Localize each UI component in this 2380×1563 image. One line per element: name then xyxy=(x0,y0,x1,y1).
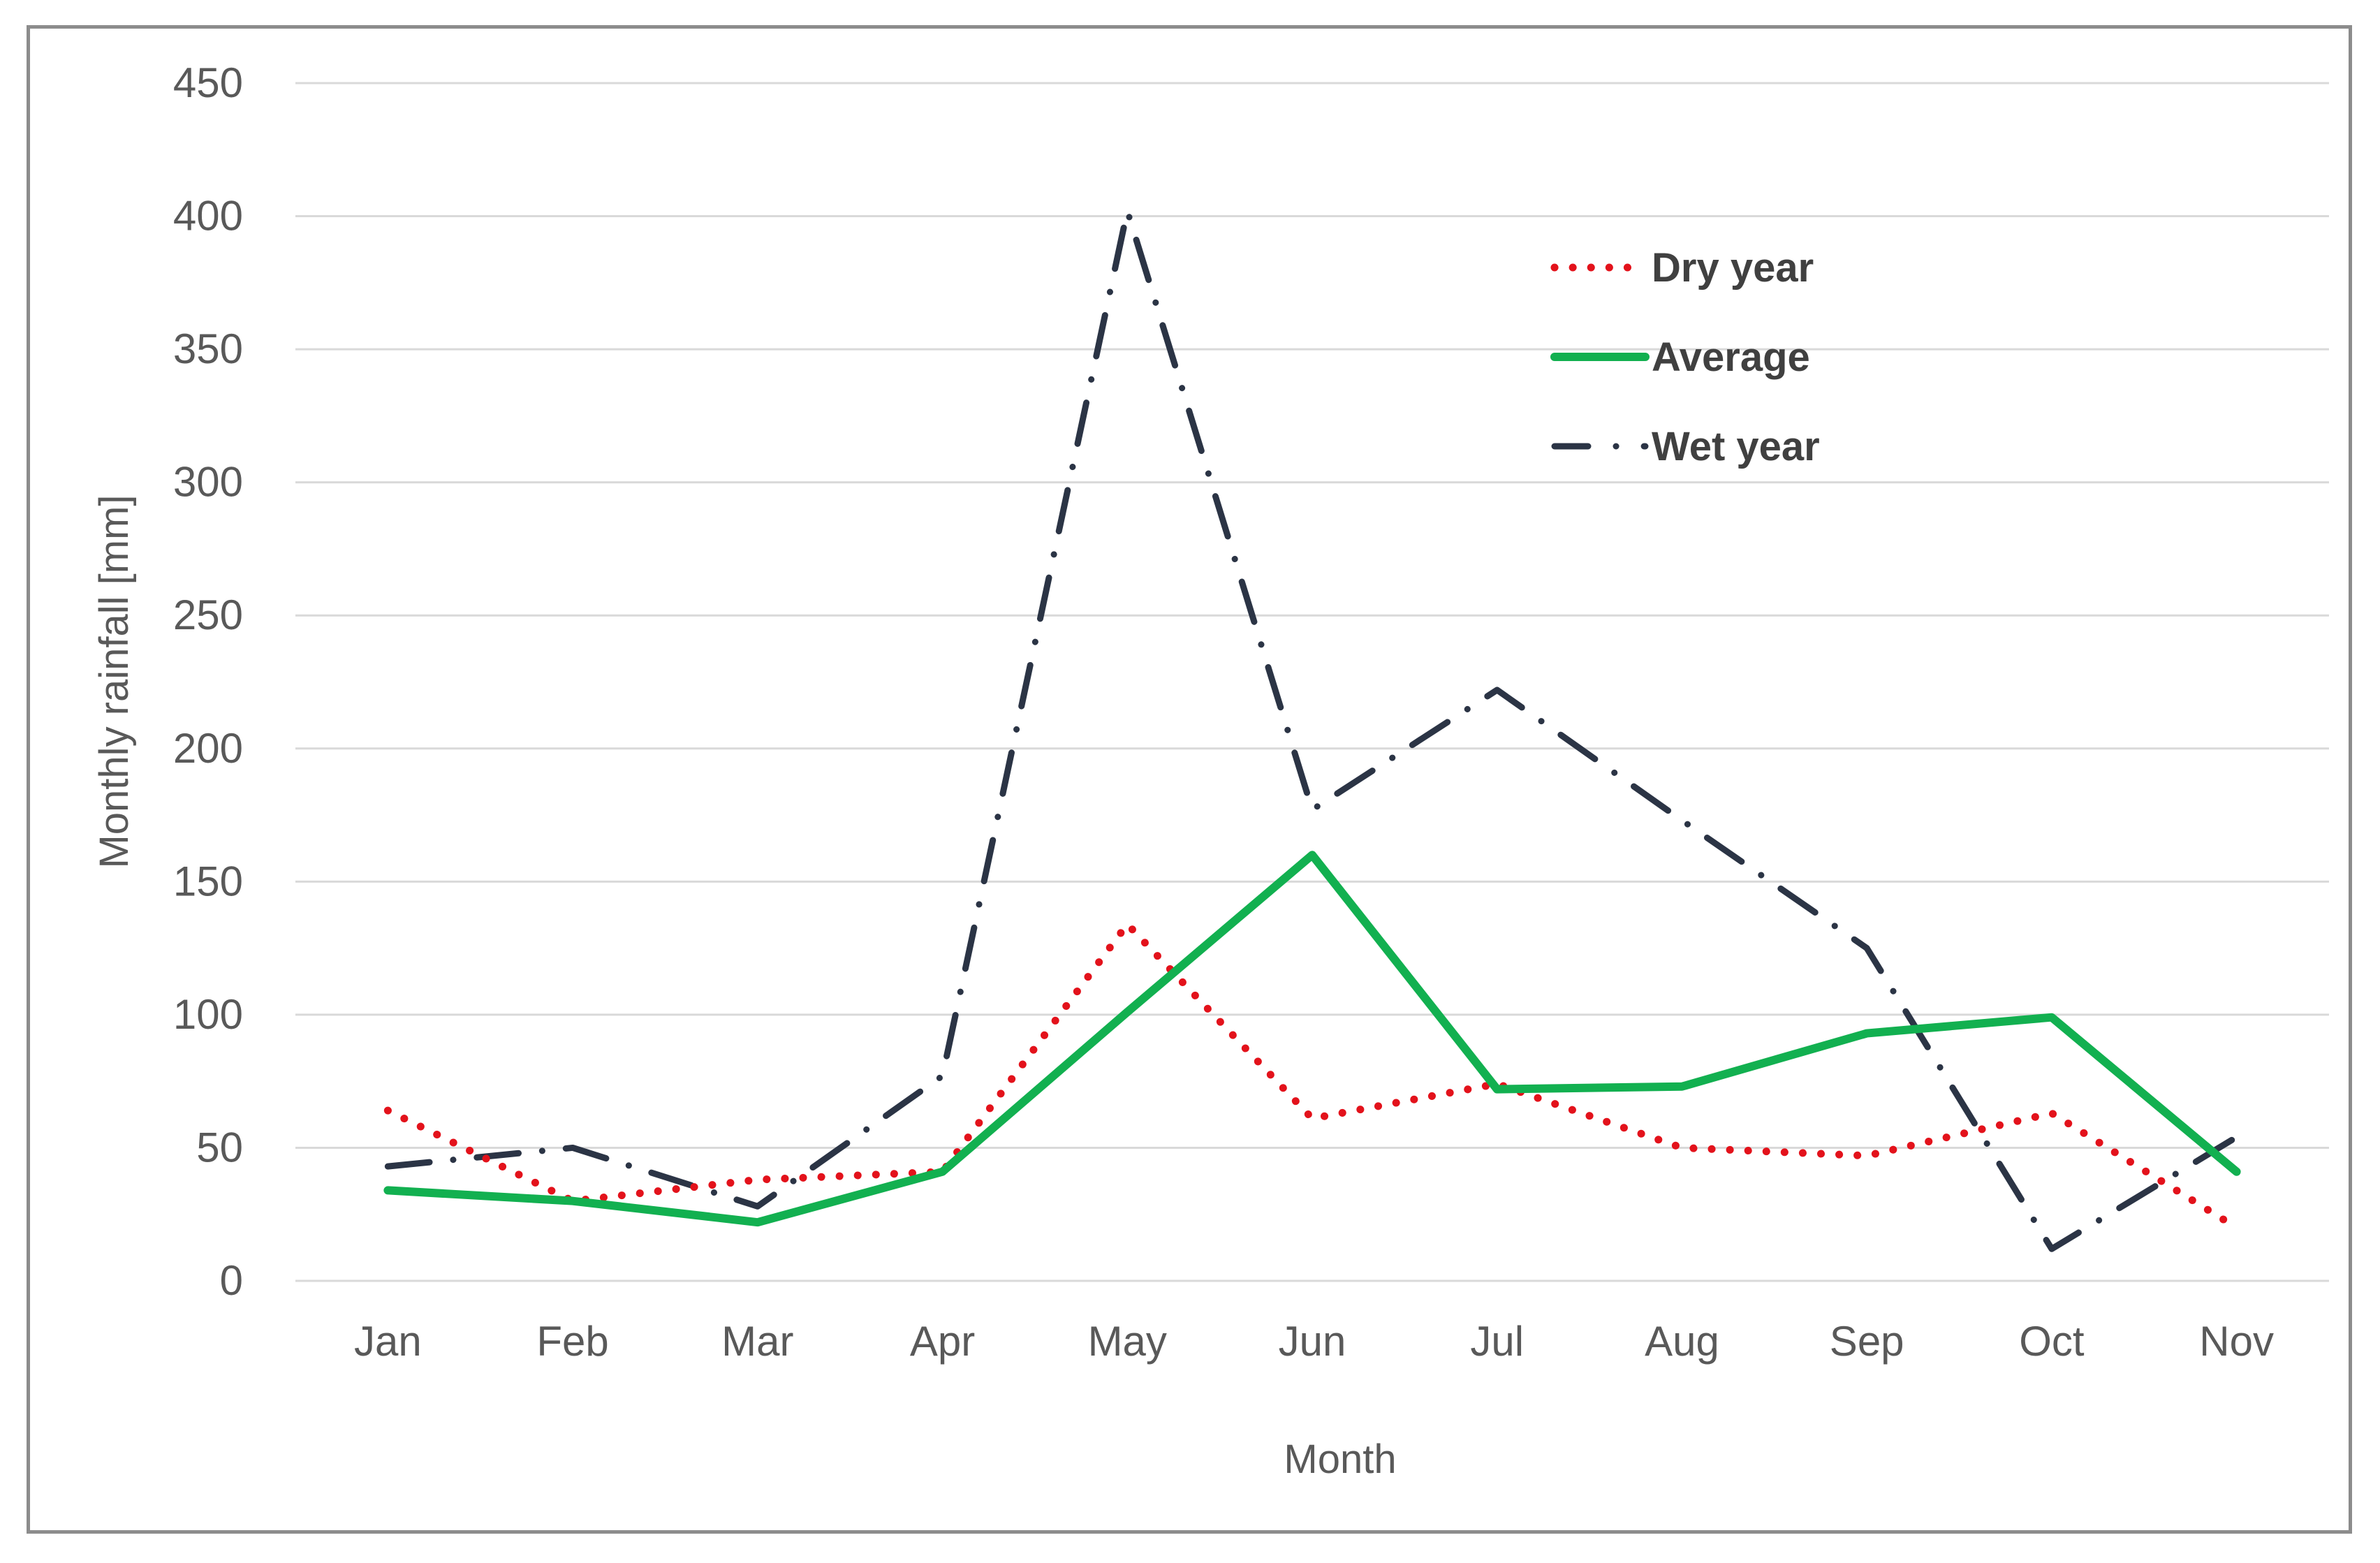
x-tick-label-aug: Aug xyxy=(1645,1318,1719,1365)
y-tick-label: 250 xyxy=(173,592,243,638)
y-tick-label: 150 xyxy=(173,858,243,904)
x-tick-label-oct: Oct xyxy=(2019,1318,2085,1365)
legend-label-average: Average xyxy=(1652,335,1810,380)
y-tick-label: 100 xyxy=(173,991,243,1038)
y-tick-label: 400 xyxy=(173,193,243,240)
x-tick-label-may: May xyxy=(1088,1318,1167,1365)
data-point-wet-year-jun xyxy=(1312,809,1313,810)
x-axis-ticks: Jan Feb Mar Apr May Jun Jul Aug Sep Oct Nov xyxy=(354,1318,2274,1365)
x-tick-label-nov: Nov xyxy=(2199,1318,2274,1365)
legend-label-wet-year: Wet year xyxy=(1652,424,1820,469)
y-axis-title: Monthly rainfall [mm] xyxy=(91,494,137,868)
data-point-dry-year-may xyxy=(1127,924,1128,925)
y-tick-label: 200 xyxy=(173,725,243,772)
series-line-dry-year xyxy=(383,920,2241,1232)
series-line-wet-year xyxy=(384,207,2240,1252)
x-axis-title: Month xyxy=(1284,1437,1396,1482)
chart-frame: 0 50 100 150 200 250 300 350 400 450 Jan Feb Mar Apr… xyxy=(27,25,2352,1534)
x-tick-label-apr: Apr xyxy=(910,1318,975,1365)
data-point-wet-year-nov xyxy=(2236,1137,2237,1138)
x-tick-label-sep: Sep xyxy=(1830,1318,1904,1365)
legend: Dry year Average Wet year xyxy=(1550,245,1820,469)
y-tick-label: 300 xyxy=(173,459,243,506)
x-tick-label-jul: Jul xyxy=(1470,1318,1524,1365)
y-axis-ticks: 0 50 100 150 200 250 300 350 400 450 xyxy=(173,59,243,1304)
data-point-dry-year-nov xyxy=(2236,1227,2237,1228)
y-tick-label: 0 xyxy=(220,1257,243,1304)
series-lines xyxy=(383,207,2241,1252)
line-chart: 0 50 100 150 200 250 300 350 400 450 Jan Feb Mar Apr… xyxy=(91,59,2329,1482)
data-point-dry-year-jun xyxy=(1312,1118,1313,1119)
x-tick-label-jun: Jun xyxy=(1279,1318,1346,1365)
y-tick-label: 450 xyxy=(173,59,243,106)
x-tick-label-jan: Jan xyxy=(354,1318,422,1365)
y-tick-label: 350 xyxy=(173,325,243,372)
x-tick-label-mar: Mar xyxy=(721,1318,793,1365)
data-point-wet-year-may xyxy=(1127,210,1128,211)
legend-label-dry-year: Dry year xyxy=(1652,245,1814,291)
x-tick-label-feb: Feb xyxy=(536,1318,608,1365)
y-tick-label: 50 xyxy=(196,1124,243,1171)
series-line-average xyxy=(383,851,2241,1227)
gridlines xyxy=(295,82,2329,1282)
